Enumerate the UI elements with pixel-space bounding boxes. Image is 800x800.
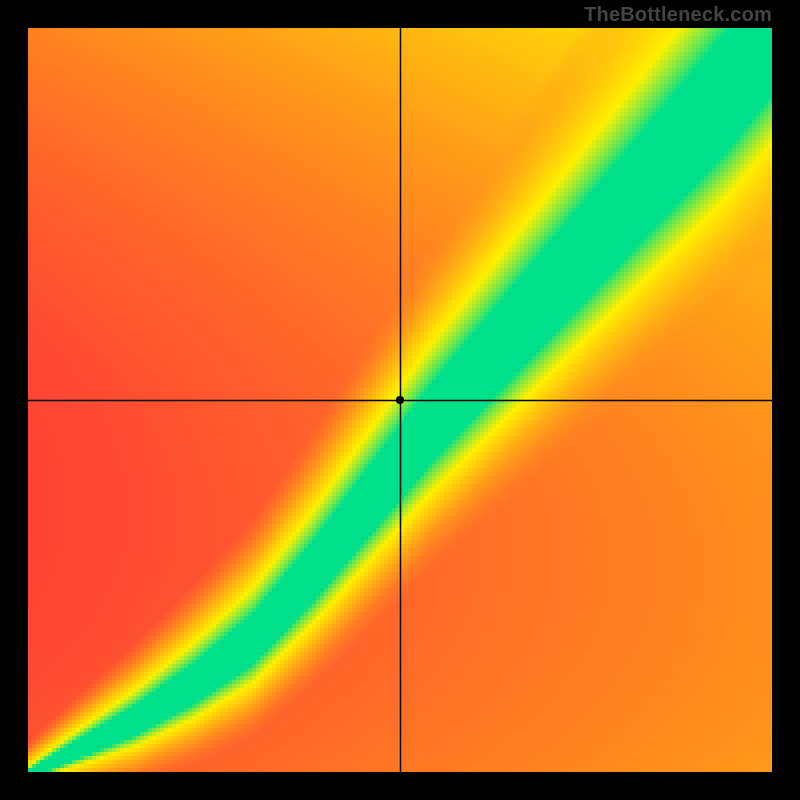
bottleneck-heatmap [28, 28, 772, 772]
watermark-text: TheBottleneck.com [584, 4, 772, 27]
chart-frame: TheBottleneck.com [0, 0, 800, 800]
